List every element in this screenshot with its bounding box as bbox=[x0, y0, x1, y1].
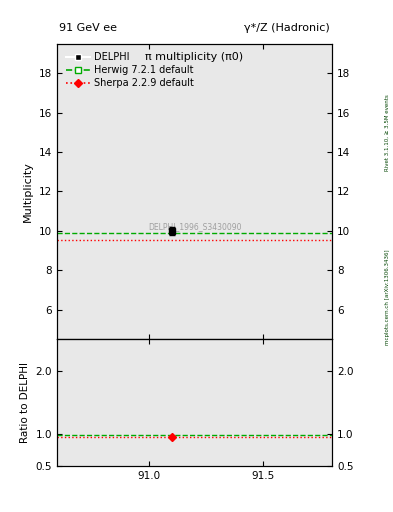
Y-axis label: Multiplicity: Multiplicity bbox=[23, 161, 33, 222]
Y-axis label: Ratio to DELPHI: Ratio to DELPHI bbox=[20, 362, 30, 443]
Text: DELPHI_1996_S3430090: DELPHI_1996_S3430090 bbox=[148, 222, 241, 231]
Legend: DELPHI, Herwig 7.2.1 default, Sherpa 2.2.9 default: DELPHI, Herwig 7.2.1 default, Sherpa 2.2… bbox=[62, 48, 198, 92]
Text: 91 GeV ee: 91 GeV ee bbox=[59, 23, 117, 33]
Text: γ*/Z (Hadronic): γ*/Z (Hadronic) bbox=[244, 23, 330, 33]
Text: Rivet 3.1.10, ≥ 3.5M events: Rivet 3.1.10, ≥ 3.5M events bbox=[385, 95, 389, 172]
Text: mcplots.cern.ch [arXiv:1306.3436]: mcplots.cern.ch [arXiv:1306.3436] bbox=[385, 249, 389, 345]
Text: π multiplicity (π0): π multiplicity (π0) bbox=[145, 52, 244, 62]
